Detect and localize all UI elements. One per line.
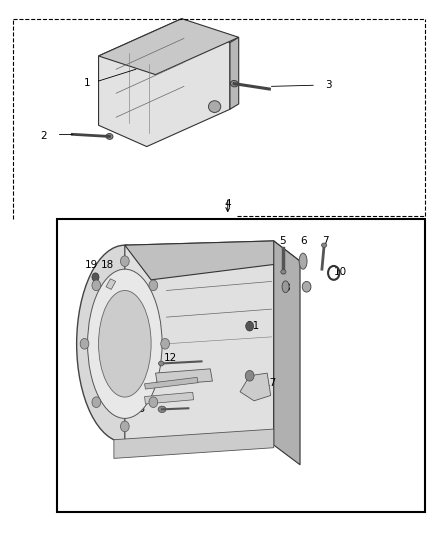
- Ellipse shape: [230, 80, 238, 87]
- Circle shape: [92, 280, 101, 290]
- Polygon shape: [125, 241, 300, 280]
- Polygon shape: [145, 392, 194, 404]
- Text: 4: 4: [224, 199, 231, 208]
- Text: 9: 9: [304, 283, 311, 293]
- Text: 8: 8: [283, 283, 290, 293]
- Polygon shape: [125, 241, 274, 445]
- Polygon shape: [99, 19, 239, 75]
- Ellipse shape: [282, 281, 289, 293]
- Circle shape: [149, 280, 158, 290]
- Ellipse shape: [158, 406, 166, 413]
- Polygon shape: [114, 429, 274, 458]
- Text: 10: 10: [334, 267, 347, 277]
- Circle shape: [80, 338, 89, 349]
- Circle shape: [120, 256, 129, 266]
- Text: 17: 17: [264, 378, 277, 387]
- Circle shape: [120, 421, 129, 432]
- Ellipse shape: [159, 361, 164, 366]
- Polygon shape: [145, 377, 198, 389]
- Text: 11: 11: [247, 321, 260, 331]
- Circle shape: [92, 397, 101, 408]
- Circle shape: [246, 321, 254, 331]
- Polygon shape: [274, 241, 300, 465]
- Text: 15: 15: [133, 405, 146, 414]
- Text: 12: 12: [163, 353, 177, 363]
- Text: 16: 16: [247, 378, 260, 387]
- Polygon shape: [99, 19, 230, 147]
- Circle shape: [302, 281, 311, 292]
- Text: 1: 1: [84, 78, 91, 87]
- Text: 7: 7: [321, 236, 328, 246]
- Ellipse shape: [88, 269, 162, 418]
- Text: 3: 3: [325, 80, 332, 90]
- Circle shape: [92, 273, 99, 281]
- Text: 18: 18: [101, 261, 114, 270]
- Text: 5: 5: [279, 236, 286, 246]
- Circle shape: [245, 370, 254, 381]
- Polygon shape: [106, 279, 116, 289]
- Ellipse shape: [321, 243, 327, 247]
- Ellipse shape: [99, 290, 151, 397]
- Polygon shape: [155, 369, 212, 385]
- Text: 2: 2: [40, 131, 47, 141]
- Ellipse shape: [208, 101, 221, 112]
- Circle shape: [161, 338, 170, 349]
- Ellipse shape: [106, 133, 113, 140]
- Polygon shape: [240, 373, 271, 401]
- Text: 19: 19: [85, 261, 98, 270]
- Polygon shape: [230, 37, 239, 109]
- Text: 14: 14: [137, 388, 150, 398]
- Text: 6: 6: [300, 236, 307, 246]
- Ellipse shape: [299, 253, 307, 269]
- Bar: [57, 219, 425, 512]
- Ellipse shape: [281, 270, 286, 274]
- Circle shape: [149, 397, 158, 408]
- Ellipse shape: [77, 245, 173, 442]
- Text: 13: 13: [141, 371, 155, 381]
